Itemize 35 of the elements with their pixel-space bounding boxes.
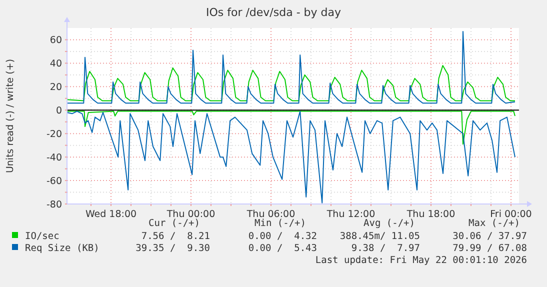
y-axis-title: Units read (-) / write (+) [5,58,16,174]
text: Avg (-/+) [364,218,415,229]
line-series [66,31,516,104]
x-tick-label: Thu 12:00 [326,209,376,220]
text: 9.38 / 7.97 [351,243,420,254]
text: 30.06 / 37.97 [452,231,527,242]
x-tick-label: Wed 18:00 [85,209,137,220]
legend-label: IO/sec [25,231,60,242]
text: 0.00 / 5.43 [248,243,317,254]
x-tick-label: Fri 00:00 [490,209,532,220]
y-tick-label: -40 [46,152,62,164]
y-tick-label: -20 [46,128,62,140]
line-series [66,110,516,145]
x-tick-label: Thu 18:00 [406,209,456,220]
text: 388.45m/ 11.05 [340,231,420,242]
text: 79.99 / 67.08 [452,243,528,254]
line-series [66,65,516,102]
line-series [66,110,516,204]
text: Cur (-/+) [148,218,200,229]
y-tick-label: -80 [46,199,62,210]
y-tick-label: -60 [46,176,62,187]
y-tick-label: 60 [50,35,62,46]
legend-label: Req Size (KB) [25,243,100,254]
text: 39.35 / 9.30 [136,243,210,254]
chart-title: IOs for /dev/sda - by day [206,6,342,19]
text: 0.00 / 4.32 [248,231,317,242]
text: 7.56 / 8.21 [141,231,210,242]
text: Max (-/+) [468,218,520,229]
x-tick-label: Thu 00:00 [166,209,216,220]
text: Min (-/+) [254,218,306,229]
y-tick-label: 0 [56,105,62,116]
y-tick-label: 40 [50,58,62,70]
y-tick-label: 20 [50,82,62,93]
x-tick-label: Thu 06:00 [246,209,296,220]
text: Last update: Fri May 22 00:01:10 2026 [315,255,528,266]
